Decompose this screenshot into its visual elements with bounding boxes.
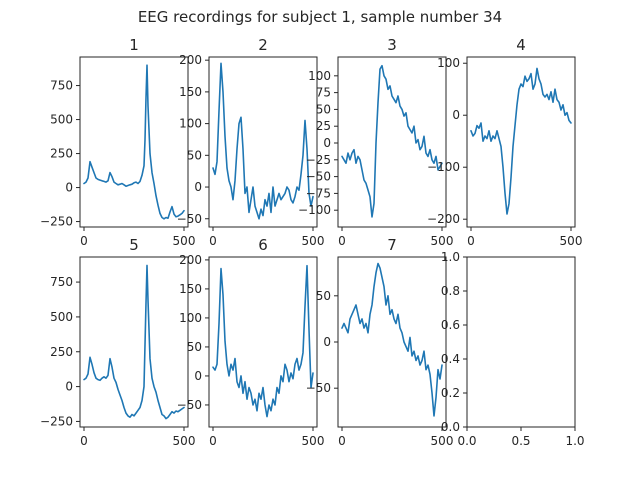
- x-tick-label: 500: [302, 434, 325, 448]
- y-tick-label: 100: [179, 117, 202, 131]
- y-tick-label: 0.2: [441, 386, 460, 400]
- x-tick-label: 0.5: [511, 434, 530, 448]
- series-line-7: [341, 262, 443, 417]
- y-tick-label: 750: [50, 79, 73, 93]
- figure-title: EEG recordings for subject 1, sample num…: [138, 8, 502, 26]
- y-tick-label: 250: [50, 147, 73, 161]
- y-tick-label: 0: [194, 369, 202, 383]
- axes-frame-4: [466, 56, 576, 228]
- x-tick-label: 0: [338, 434, 346, 448]
- x-tick-label: 0.0: [457, 434, 476, 448]
- y-tick-label: 100: [179, 311, 202, 325]
- x-tick-label: 500: [302, 234, 325, 248]
- y-tick-label: −50: [177, 212, 202, 226]
- y-tick-label: 150: [179, 85, 202, 99]
- x-tick-label: 0: [80, 234, 88, 248]
- x-tick-label: 500: [431, 434, 454, 448]
- y-tick-label: −100: [427, 160, 460, 174]
- y-tick-label: −25: [306, 153, 331, 167]
- x-tick-label: 0: [467, 234, 475, 248]
- x-tick-label: 500: [560, 234, 583, 248]
- x-tick-label: 0: [209, 234, 217, 248]
- y-tick-label: 0.8: [441, 284, 460, 298]
- y-tick-label: 50: [187, 340, 202, 354]
- subplot-title: 2: [258, 36, 268, 54]
- subplot-4: 0 500 −200 −100 0 100 4: [427, 36, 582, 248]
- y-tick-label: 0: [323, 136, 331, 150]
- y-tick-label: −50: [306, 381, 331, 395]
- y-tick-label: 100: [437, 56, 460, 70]
- y-tick-label: 150: [179, 282, 202, 296]
- subplot-title: 1: [129, 36, 139, 54]
- x-tick-label: 0: [209, 434, 217, 448]
- series-line-4: [470, 67, 572, 215]
- x-tick-label: 1.0: [565, 434, 584, 448]
- subplot-1: 0 500 −250 0 250 500 750 1: [40, 36, 195, 248]
- y-tick-label: −100: [298, 203, 331, 217]
- y-tick-label: 50: [316, 102, 331, 116]
- x-tick-label: 0: [80, 434, 88, 448]
- series-line-1: [83, 64, 185, 220]
- series-line-6: [212, 264, 314, 418]
- subplot-title: 3: [387, 36, 397, 54]
- y-tick-label: 0: [452, 108, 460, 122]
- axes-frame-6: [208, 256, 318, 428]
- subplot-6: 0 500 −50 0 50 100 150 200 6: [177, 236, 325, 448]
- y-tick-label: −50: [306, 170, 331, 184]
- y-tick-label: 750: [50, 275, 73, 289]
- series-line-5: [83, 264, 185, 420]
- subplot-5: 0 500 −250 0 250 500 750 5: [40, 236, 195, 448]
- axes-frame-5: [79, 256, 189, 428]
- y-tick-label: −250: [40, 414, 73, 428]
- x-tick-label: 500: [173, 234, 196, 248]
- axes-frame-1: [79, 56, 189, 228]
- x-tick-label: 500: [173, 434, 196, 448]
- subplot-3: 0 500 −100 −75 −50 −25 0 25 50 75 100 3: [298, 36, 453, 248]
- series-line-3: [341, 64, 443, 218]
- axes-frame-2: [208, 56, 318, 228]
- series-line-2: [212, 62, 314, 220]
- y-tick-label: 0: [194, 180, 202, 194]
- axes-frame-3: [337, 56, 447, 228]
- subplot-2: 0 500 −50 0 50 100 150 200 2: [177, 36, 325, 248]
- subplot-8: 0.0 0.5 1.0 0.0 0.2 0.4 0.6 0.8 1.0: [441, 250, 585, 448]
- subplot-title: 5: [129, 236, 139, 254]
- y-tick-label: 200: [179, 53, 202, 67]
- subplot-title: 4: [516, 36, 526, 54]
- y-tick-label: −200: [427, 212, 460, 226]
- y-tick-label: 500: [50, 113, 73, 127]
- subplot-7: 0 500 −50 0 50 7: [306, 236, 454, 448]
- y-tick-label: −75: [306, 186, 331, 200]
- y-tick-label: 0: [65, 380, 73, 394]
- x-tick-label: 500: [431, 234, 454, 248]
- y-tick-label: 50: [316, 289, 331, 303]
- y-tick-label: 0: [323, 335, 331, 349]
- y-tick-label: −250: [40, 215, 73, 229]
- y-tick-label: 100: [308, 69, 331, 83]
- y-tick-label: 0: [65, 181, 73, 195]
- subplot-title: 6: [258, 236, 268, 254]
- x-tick-label: 0: [338, 234, 346, 248]
- y-tick-label: 250: [50, 345, 73, 359]
- y-tick-label: 75: [316, 86, 331, 100]
- y-tick-label: −50: [177, 398, 202, 412]
- y-tick-label: 500: [50, 310, 73, 324]
- y-tick-label: 0.6: [441, 318, 460, 332]
- y-tick-label: 25: [316, 119, 331, 133]
- y-tick-label: 0.4: [441, 352, 460, 366]
- subplot-title: 7: [387, 236, 397, 254]
- y-tick-label: 50: [187, 148, 202, 162]
- y-tick-label: 0.0: [441, 420, 460, 434]
- y-tick-label: 1.0: [441, 250, 460, 264]
- y-tick-label: 200: [179, 253, 202, 267]
